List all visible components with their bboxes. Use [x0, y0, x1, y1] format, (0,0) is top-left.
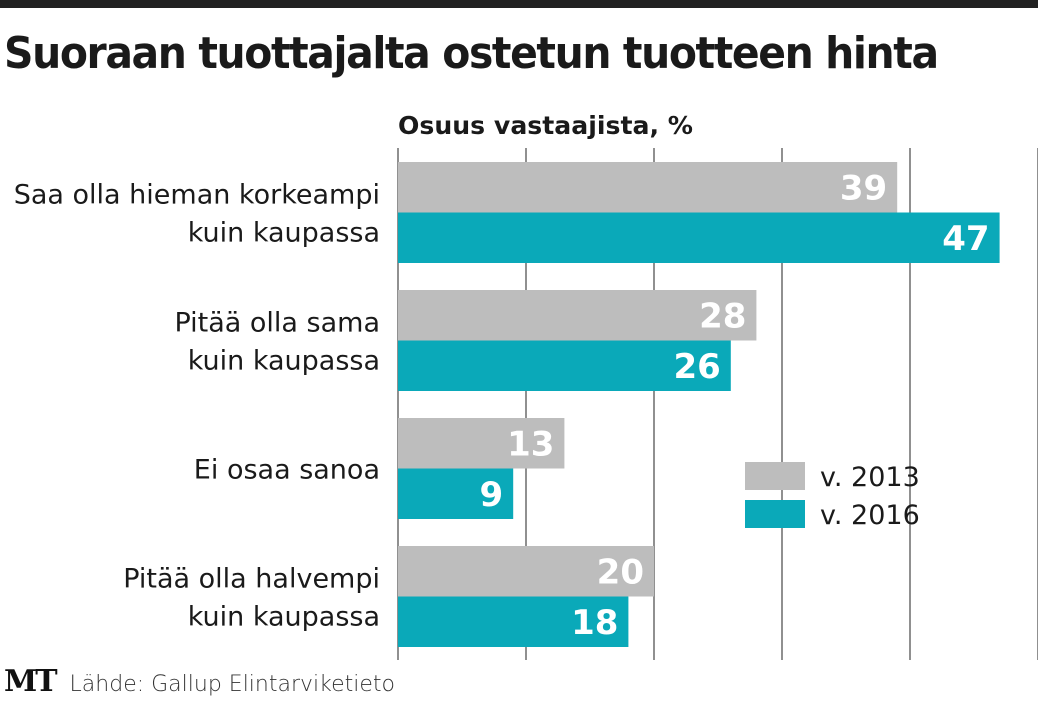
- bar-2013: [398, 290, 757, 341]
- category-label: kuin kaupassa: [188, 218, 380, 249]
- legend-swatch: [745, 500, 805, 528]
- bar-2016: [398, 212, 1000, 263]
- data-label: 18: [571, 603, 618, 643]
- bar-2013: [398, 162, 898, 213]
- data-label: 26: [673, 347, 720, 387]
- data-label: 20: [597, 552, 644, 592]
- category-label: kuin kaupassa: [188, 346, 380, 377]
- category-label: Ei osaa sanoa: [194, 455, 380, 486]
- legend-swatch: [745, 462, 805, 490]
- data-label: 28: [699, 296, 746, 336]
- legend-label: v. 2013: [820, 462, 920, 493]
- source-note: Lähde: Gallup Elintarviketieto: [69, 672, 395, 697]
- bar-2013: [398, 546, 654, 597]
- mt-logo: MT: [4, 664, 58, 699]
- footer: MT Lähde: Gallup Elintarviketieto: [4, 664, 395, 699]
- bar-2016: [398, 596, 629, 647]
- category-label: Pitää olla halvempi: [123, 564, 380, 595]
- data-label: 47: [942, 219, 989, 259]
- category-label: Pitää olla sama: [174, 308, 380, 339]
- bar-2013: [398, 418, 565, 469]
- chart-title: Suoraan tuottajalta ostetun tuotteen hin…: [4, 28, 939, 79]
- bar-2016: [398, 340, 731, 391]
- data-label: 9: [480, 475, 504, 515]
- category-label: Saa olla hieman korkeampi: [14, 180, 380, 211]
- data-label: 39: [840, 168, 887, 208]
- bar-2016: [398, 468, 514, 519]
- top-rule: [0, 0, 1038, 8]
- data-label: 13: [507, 424, 554, 464]
- category-label: kuin kaupassa: [188, 602, 380, 633]
- x-axis-label: Osuus vastaajista, %: [398, 111, 693, 140]
- legend-label: v. 2016: [820, 500, 920, 531]
